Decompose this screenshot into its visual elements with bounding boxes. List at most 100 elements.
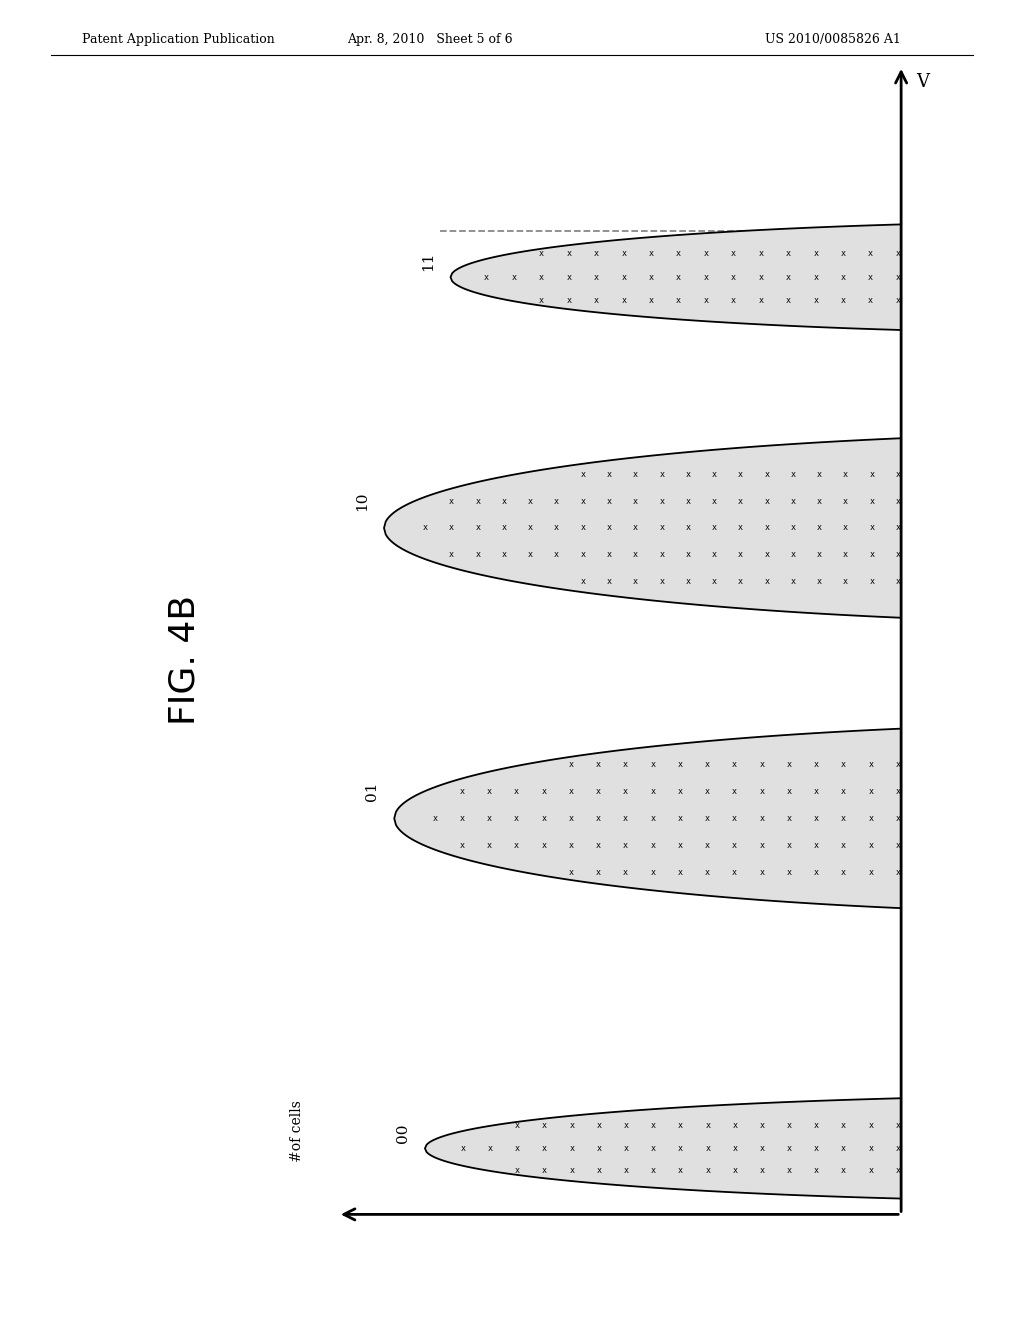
Text: x: x: [568, 814, 573, 822]
Text: x: x: [475, 496, 480, 506]
Text: x: x: [542, 841, 546, 850]
Text: x: x: [814, 867, 819, 876]
Text: x: x: [678, 787, 683, 796]
Text: x: x: [841, 1167, 846, 1176]
Text: x: x: [843, 496, 848, 506]
Text: x: x: [841, 1121, 846, 1130]
Text: x: x: [791, 496, 796, 506]
Text: x: x: [650, 841, 655, 850]
Text: x: x: [650, 760, 655, 770]
Text: Apr. 8, 2010   Sheet 5 of 6: Apr. 8, 2010 Sheet 5 of 6: [347, 33, 513, 46]
Text: x: x: [623, 867, 628, 876]
Text: x: x: [502, 496, 507, 506]
Text: x: x: [659, 577, 665, 586]
Text: x: x: [597, 1121, 601, 1130]
Text: x: x: [814, 841, 819, 850]
Text: x: x: [703, 249, 709, 257]
Text: x: x: [568, 841, 573, 850]
Text: x: x: [760, 1167, 765, 1176]
Text: x: x: [460, 787, 465, 796]
Text: x: x: [786, 1144, 792, 1152]
Text: x: x: [705, 841, 710, 850]
Text: x: x: [813, 297, 818, 305]
Text: x: x: [705, 787, 710, 796]
Text: x: x: [624, 1167, 629, 1176]
Text: x: x: [843, 550, 848, 560]
Text: 01: 01: [365, 781, 379, 801]
Text: x: x: [868, 273, 873, 281]
Text: x: x: [502, 550, 507, 560]
Text: x: x: [705, 760, 710, 770]
Text: x: x: [896, 550, 900, 560]
Text: x: x: [566, 249, 571, 257]
Text: x: x: [542, 787, 546, 796]
Text: x: x: [542, 814, 546, 822]
Text: x: x: [760, 1144, 765, 1152]
Text: x: x: [685, 524, 690, 532]
Text: x: x: [487, 1144, 493, 1152]
Text: x: x: [594, 297, 599, 305]
Text: x: x: [678, 814, 683, 822]
Text: x: x: [813, 273, 818, 281]
Text: x: x: [814, 1144, 819, 1152]
Text: x: x: [841, 787, 846, 796]
Text: x: x: [486, 841, 492, 850]
Text: x: x: [594, 273, 599, 281]
Text: x: x: [594, 249, 599, 257]
Text: x: x: [460, 814, 465, 822]
Text: x: x: [764, 550, 769, 560]
Text: x: x: [712, 577, 717, 586]
Text: x: x: [869, 524, 874, 532]
Text: x: x: [515, 1121, 520, 1130]
Text: x: x: [651, 1167, 655, 1176]
Text: x: x: [623, 760, 628, 770]
Text: x: x: [813, 249, 818, 257]
Text: x: x: [868, 1144, 873, 1152]
Text: x: x: [759, 273, 764, 281]
Text: x: x: [539, 273, 544, 281]
Text: x: x: [450, 524, 454, 532]
Text: x: x: [732, 867, 737, 876]
Text: x: x: [685, 470, 690, 479]
Text: x: x: [648, 297, 653, 305]
Text: x: x: [648, 249, 653, 257]
Text: US 2010/0085826 A1: US 2010/0085826 A1: [765, 33, 901, 46]
Text: x: x: [706, 1167, 711, 1176]
Text: x: x: [868, 814, 873, 822]
Text: x: x: [759, 760, 764, 770]
Text: x: x: [814, 787, 819, 796]
Text: x: x: [868, 841, 873, 850]
Text: x: x: [731, 273, 736, 281]
Text: x: x: [624, 1144, 629, 1152]
Text: x: x: [785, 273, 791, 281]
Text: x: x: [786, 1167, 792, 1176]
Text: x: x: [785, 249, 791, 257]
Text: x: x: [515, 1167, 520, 1176]
Text: x: x: [678, 867, 683, 876]
Text: x: x: [475, 550, 480, 560]
Text: x: x: [623, 841, 628, 850]
Text: x: x: [868, 297, 873, 305]
Text: x: x: [685, 577, 690, 586]
Text: x: x: [554, 496, 559, 506]
Text: x: x: [633, 496, 638, 506]
Text: x: x: [650, 814, 655, 822]
Text: x: x: [515, 1144, 520, 1152]
Text: x: x: [703, 273, 709, 281]
Text: x: x: [841, 841, 846, 850]
Text: V: V: [916, 73, 930, 91]
Text: x: x: [814, 760, 819, 770]
Text: x: x: [731, 297, 736, 305]
Text: x: x: [896, 867, 900, 876]
Text: x: x: [596, 867, 601, 876]
Text: x: x: [841, 1144, 846, 1152]
Text: x: x: [450, 496, 454, 506]
Text: x: x: [738, 496, 743, 506]
Text: x: x: [606, 577, 611, 586]
Text: x: x: [633, 550, 638, 560]
Text: x: x: [581, 496, 586, 506]
Text: x: x: [868, 249, 873, 257]
Text: x: x: [786, 867, 792, 876]
Text: x: x: [896, 273, 900, 281]
Text: x: x: [622, 273, 627, 281]
